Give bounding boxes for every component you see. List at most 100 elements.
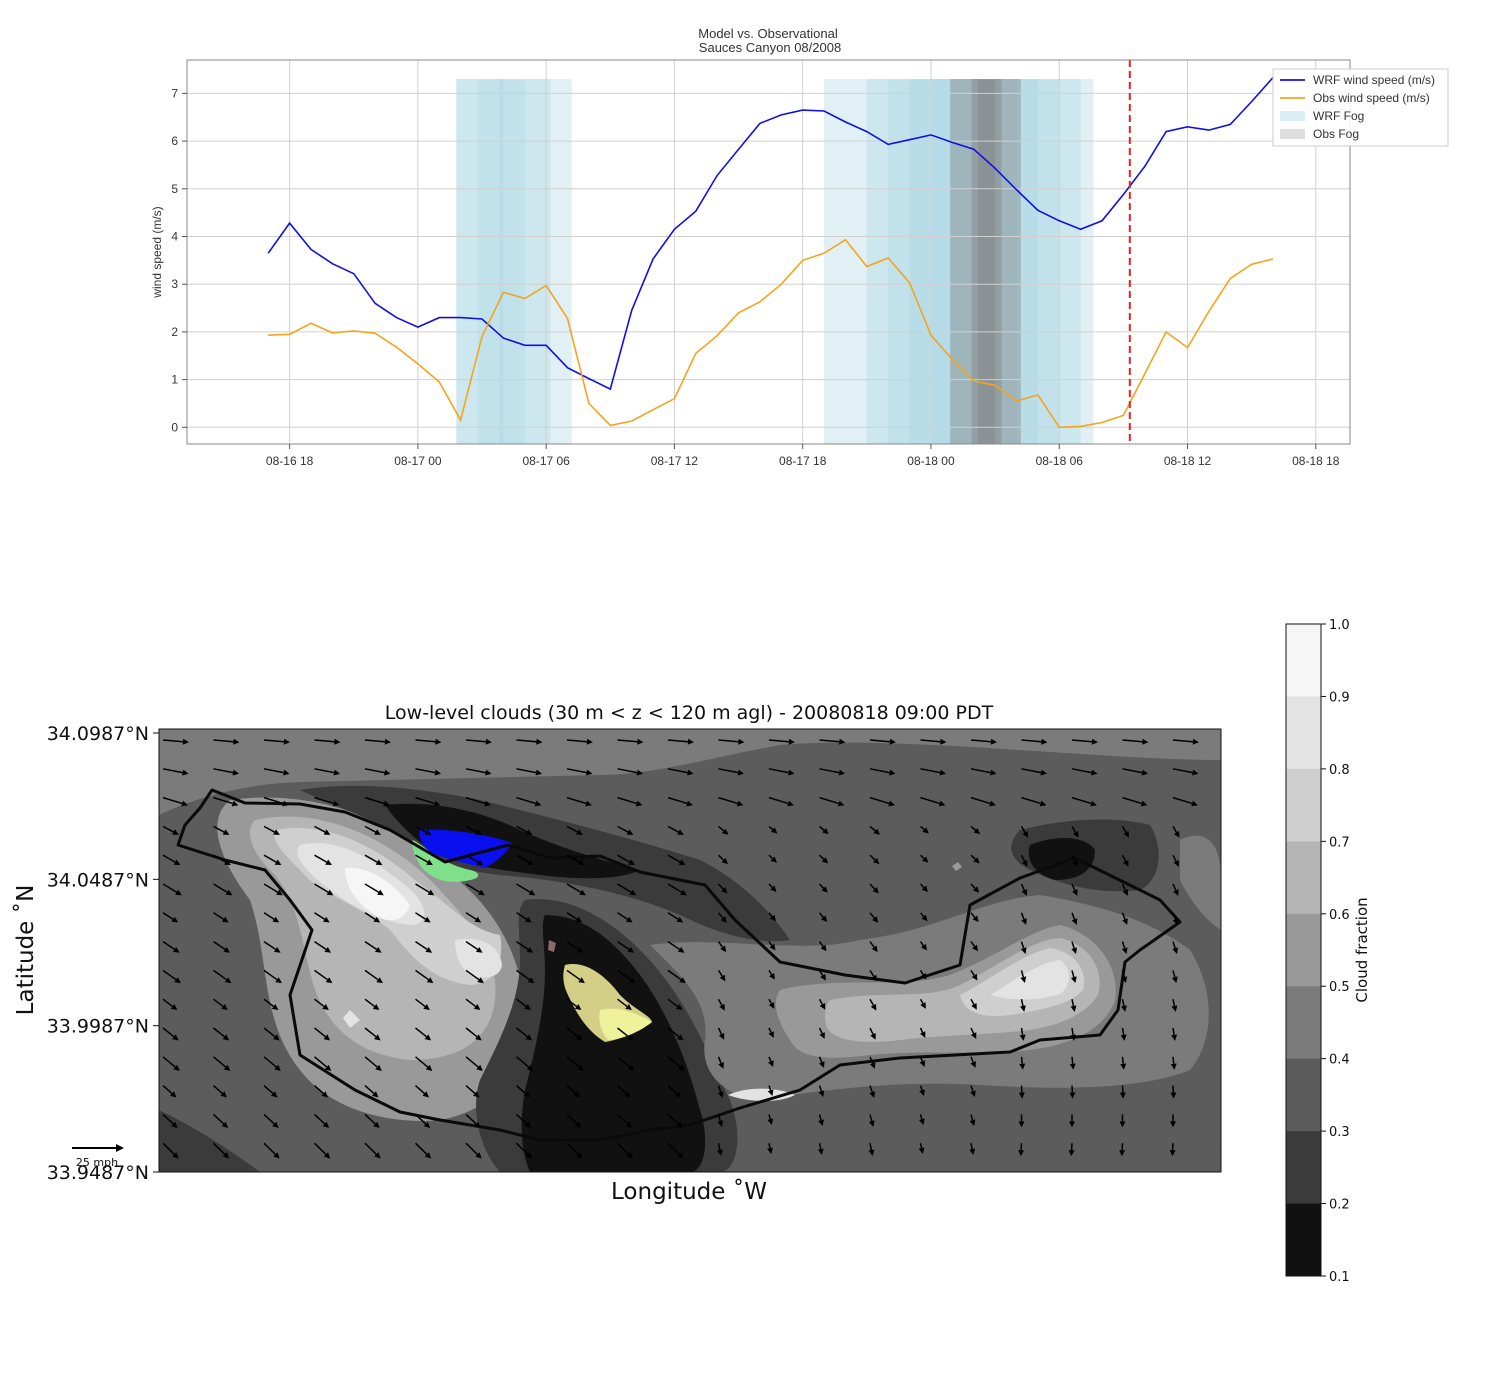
wind-arrow (415, 883, 435, 896)
quiver-key-label: 25 mph (76, 1156, 118, 1169)
wind-arrow (516, 940, 534, 953)
contour-level-1.0 (345, 867, 410, 921)
colorbar-label: Cloud fraction (1353, 897, 1371, 1002)
wind-arrow (314, 796, 340, 807)
wind-arrow (1119, 1085, 1126, 1099)
wind-arrow (162, 883, 182, 896)
wind-arrow (314, 1027, 331, 1041)
colorbar-level (1286, 624, 1321, 697)
x-tick-label: 08-17 00 (394, 454, 442, 468)
legend-label: Obs Fog (1313, 127, 1359, 141)
wind-arrow (314, 940, 332, 953)
colorbar-tick-label: 0.1 (1329, 1270, 1350, 1285)
x-tick-label: 08-16 18 (266, 454, 314, 468)
y-tick-label: 3 (171, 277, 178, 291)
lat-tick-label: 33.9987°N (47, 1016, 149, 1038)
contour-level-0.9b (455, 938, 502, 978)
wind-arrow (1172, 796, 1198, 807)
wind-arrow (667, 998, 683, 1011)
wind-arrow (920, 738, 947, 745)
wind-arrow (919, 1085, 925, 1097)
wind-arrow (768, 1056, 774, 1067)
colorbar-level (1286, 841, 1321, 915)
wind-arrow (970, 796, 996, 807)
wind-arrow (1121, 826, 1129, 838)
wind-arrow (314, 912, 330, 923)
quiver-key: 25 mph (72, 1144, 124, 1169)
wind-arrow (868, 1143, 875, 1156)
colorbar-tick-label: 0.2 (1329, 1198, 1350, 1213)
wind-arrow (869, 969, 877, 982)
wind-arrow (1172, 883, 1179, 896)
wind-arrow (1122, 796, 1148, 807)
wind-arrow (1021, 796, 1047, 807)
wind-arrow (819, 825, 829, 835)
wind-arrow (465, 940, 483, 953)
wind-arrow (768, 883, 777, 893)
wind-arrow (213, 940, 231, 953)
wind-arrow (364, 1085, 379, 1098)
map-x-label: Longitude ˚W (611, 1178, 767, 1205)
wind-arrow (616, 1142, 634, 1159)
wind-arrow (566, 854, 585, 866)
wind-arrow (213, 1027, 230, 1041)
wind-arrow (1020, 826, 1028, 838)
wind-arrow (415, 854, 433, 866)
wind-arrow (162, 1142, 179, 1159)
map-frame (158, 728, 1222, 1173)
wind-arrow (919, 969, 927, 980)
wind-arrow (162, 1056, 180, 1071)
wind-arrow (213, 969, 232, 984)
wind-arrow (314, 768, 341, 776)
wind-arrow (716, 1143, 723, 1156)
x-tick-label: 08-18 06 (1036, 454, 1084, 468)
wind-arrow (818, 854, 829, 864)
wind-arrow (415, 1027, 432, 1041)
wind-arrow (667, 796, 693, 807)
wind-arrow (162, 796, 188, 807)
wind-arrow (516, 796, 542, 807)
wind-arrow (263, 738, 290, 745)
colorbar: 1.0 0.9 0.8 0.7 0.6 0.5 0.4 0.3 0.2 0.1 Cloud fra… (1285, 618, 1371, 1285)
wind-arrow (667, 1142, 684, 1159)
wind-arrow (1071, 941, 1078, 954)
lat-tick-label: 34.0987°N (47, 723, 149, 745)
wind-arrow (1172, 826, 1180, 838)
wind-arrow (516, 768, 543, 776)
wind-arrow (213, 883, 233, 896)
wind-arrow (566, 969, 585, 984)
wind-arrow (717, 1056, 724, 1069)
contour-level-0.9e (990, 960, 1069, 1000)
wind-arrow (869, 768, 896, 776)
wind-arrow (1019, 1056, 1026, 1070)
wind-arrow (1224, 769, 1250, 776)
wind-arrow (1069, 1056, 1076, 1070)
wind-arrow (617, 854, 635, 866)
wind-arrow (1121, 883, 1129, 896)
wrf-fog-band (477, 79, 551, 444)
wind-arrow (162, 912, 179, 923)
wind-arrow (162, 854, 181, 866)
wind-arrow (364, 1142, 381, 1159)
wind-arrow (920, 768, 947, 776)
wind-arrow (1122, 768, 1149, 776)
wind-arrow (818, 998, 826, 1010)
wind-arrow (313, 1113, 330, 1129)
wind-arrow (516, 854, 534, 866)
wind-arrow (819, 738, 846, 745)
map-y-label: Latitude ˚N (12, 885, 39, 1016)
wind-arrow (1169, 1143, 1176, 1157)
wind-arrow (617, 738, 644, 745)
wind-arrow (314, 825, 331, 835)
wind-arrow (313, 1142, 331, 1159)
wind-arrow (768, 998, 775, 1009)
wind-arrow (566, 796, 592, 807)
wind-arrow (617, 1027, 634, 1041)
wind-arrow (566, 1056, 584, 1071)
wind-arrow (617, 940, 635, 953)
legend-label: WRF wind speed (m/s) (1313, 73, 1435, 87)
wind-arrow (717, 941, 727, 953)
wind-arrow (768, 825, 778, 834)
wind-arrow (566, 1027, 583, 1041)
wind-arrow (415, 998, 430, 1011)
